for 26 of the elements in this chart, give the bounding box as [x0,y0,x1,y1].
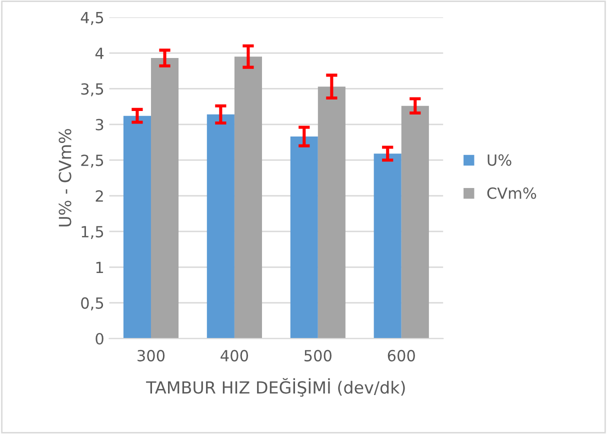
y-tick-label: 0 [96,332,104,345]
y-tick-label: 1 [96,262,103,273]
y-tick-label: 0,5 [81,297,104,310]
x-tick-label: 600 [388,350,415,362]
y-tick-label: 3,5 [81,83,104,96]
x-tick-label: 300 [138,350,165,362]
x-tick-label: 400 [220,350,248,362]
bar [206,114,234,339]
bar [318,86,346,339]
y-tick-label: 4 [95,48,104,59]
bar [123,116,151,339]
x-tick-label: 500 [304,350,332,362]
y-tick-label: 2,5 [81,154,104,168]
legend-label: U% [488,154,512,166]
bar [290,136,318,339]
bar [401,106,429,339]
y-tick-label: 4,5 [80,12,104,25]
y-tick-label: 1,5 [82,226,104,240]
x-axis-title: TAMBUR HIZ DEĞİŞİMİ (dev/dk) [146,378,405,397]
y-tick-label: 2 [96,190,103,202]
y-axis-title: U% - CVm% [58,128,72,226]
legend-label: CVm% [487,187,536,199]
bar [234,56,262,339]
y-tick-label: 3 [96,118,104,130]
bar [150,58,179,339]
bar [374,154,402,339]
